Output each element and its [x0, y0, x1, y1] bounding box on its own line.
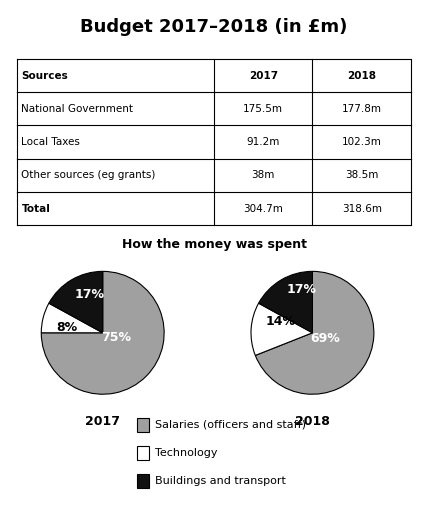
Text: 318.6m: 318.6m — [342, 204, 382, 214]
Text: Other sources (eg grants): Other sources (eg grants) — [21, 170, 156, 180]
Text: 175.5m: 175.5m — [243, 104, 283, 114]
Text: Salaries (officers and staff): Salaries (officers and staff) — [155, 420, 306, 430]
Wedge shape — [251, 303, 312, 355]
Text: 2018: 2018 — [347, 71, 376, 80]
Bar — [137, 418, 149, 432]
Text: 17%: 17% — [286, 283, 316, 296]
Bar — [137, 474, 149, 488]
X-axis label: 2017: 2017 — [85, 415, 120, 428]
Text: 304.7m: 304.7m — [243, 204, 283, 214]
Text: Technology: Technology — [155, 448, 217, 458]
Wedge shape — [41, 303, 103, 333]
Wedge shape — [256, 271, 374, 394]
Text: 102.3m: 102.3m — [342, 137, 382, 147]
Text: 91.2m: 91.2m — [247, 137, 280, 147]
Text: Budget 2017–2018 (in £m): Budget 2017–2018 (in £m) — [80, 18, 348, 36]
Text: Buildings and transport: Buildings and transport — [155, 476, 285, 486]
Wedge shape — [41, 271, 164, 394]
Text: 14%: 14% — [265, 315, 295, 328]
Wedge shape — [49, 271, 103, 333]
Text: 75%: 75% — [101, 331, 131, 344]
Text: Total: Total — [21, 204, 50, 214]
Text: 38m: 38m — [252, 170, 275, 180]
Text: How the money was spent: How the money was spent — [122, 238, 306, 251]
Text: 8%: 8% — [56, 322, 77, 334]
Text: Sources: Sources — [21, 71, 68, 80]
X-axis label: 2018: 2018 — [295, 415, 330, 428]
Text: 2017: 2017 — [249, 71, 278, 80]
Text: 177.8m: 177.8m — [342, 104, 382, 114]
Text: 38.5m: 38.5m — [345, 170, 378, 180]
Text: 69%: 69% — [310, 332, 339, 346]
Bar — [137, 446, 149, 460]
Text: Local Taxes: Local Taxes — [21, 137, 80, 147]
Text: National Government: National Government — [21, 104, 134, 114]
Wedge shape — [259, 271, 312, 333]
Text: 17%: 17% — [74, 288, 104, 301]
